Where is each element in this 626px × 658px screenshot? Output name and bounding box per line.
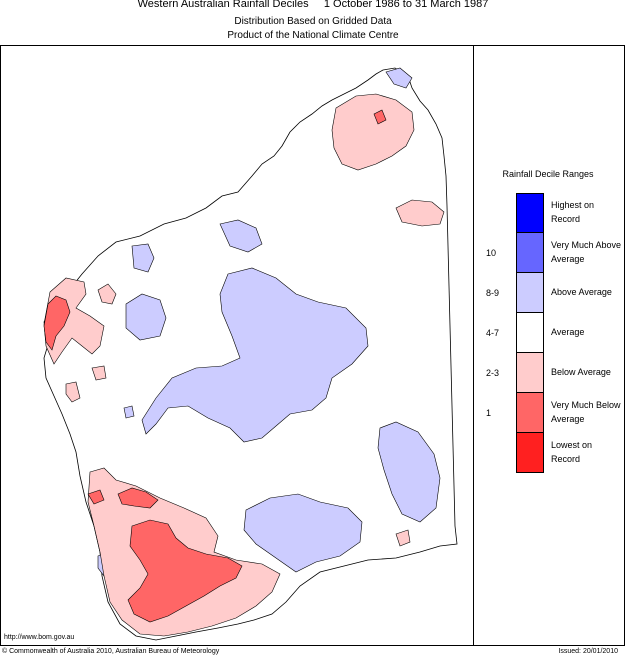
legend-swatch-6 [516,433,544,473]
legend-value-4: 2-3 [486,368,500,378]
legend-swatch-5 [516,393,544,433]
legend-divider [473,45,474,646]
legend-label-2: Above Average [551,287,612,297]
legend-label-1: Very Much Above Average [551,240,622,264]
map-subtitle-distribution: Distribution Based on Gridded Data [234,16,392,27]
legend-value-2: 8-9 [486,288,500,298]
legend-swatch-3 [516,313,544,353]
legend-value-3: 4-7 [486,328,500,338]
legend-label-4: Below Average [551,367,611,377]
map-title: Western Australian Rainfall Deciles 1 Oc… [137,0,489,10]
legend-swatch-1 [516,233,544,273]
issued-date: Issued: 20/01/2010 [558,648,618,655]
rainfall-decile-map [43,67,458,641]
legend-swatch-0 [516,193,544,233]
above-average-regions [97,67,441,577]
copyright-notice: © Commonwealth of Australia 2010, Austra… [2,648,220,655]
legend-label-0: Highest on Record [551,200,595,224]
legend-label-6: Lowest on Record [551,440,593,464]
legend-label-3: Average [551,327,585,337]
legend-label-5: Very Much Below Average [551,400,621,424]
legend-title: Rainfall Decile Ranges [502,169,594,179]
map-frame [0,45,625,646]
bom-url: http://www.bom.gov.au [4,634,75,641]
map-subtitle-product: Product of the National Climate Centre [227,30,399,41]
very-much-below-average-regions [43,109,387,623]
legend-value-1: 10 [486,248,497,258]
legend-value-5: 1 [486,408,492,418]
legend-swatch-4 [516,353,544,393]
legend-swatch-2 [516,273,544,313]
